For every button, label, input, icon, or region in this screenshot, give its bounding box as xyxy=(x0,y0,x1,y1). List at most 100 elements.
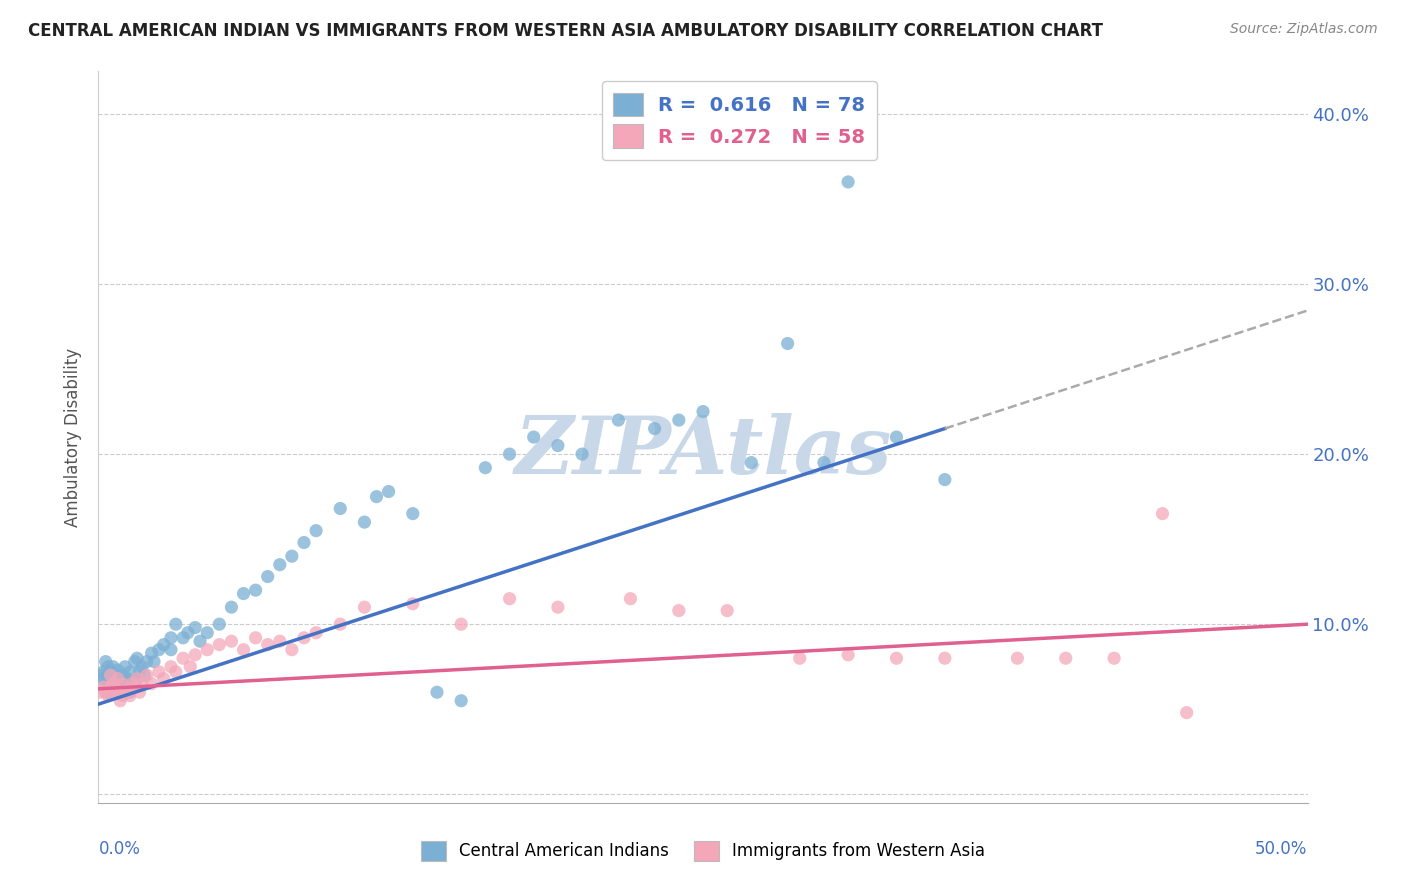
Point xyxy=(221,600,243,615)
Point xyxy=(94,685,117,699)
Point xyxy=(366,490,388,504)
Text: 0.0%: 0.0% xyxy=(98,840,141,858)
Point xyxy=(127,672,149,686)
Point xyxy=(91,672,114,686)
Point xyxy=(135,655,157,669)
Point xyxy=(426,685,449,699)
Point xyxy=(450,694,472,708)
Point xyxy=(101,659,124,673)
Legend: Central American Indians, Immigrants from Western Asia: Central American Indians, Immigrants fro… xyxy=(413,834,993,868)
Point xyxy=(114,677,136,691)
Point xyxy=(104,680,127,694)
Point xyxy=(94,677,117,691)
Point xyxy=(498,591,520,606)
Point xyxy=(269,558,291,572)
Point xyxy=(114,659,136,673)
Point xyxy=(195,625,218,640)
Point xyxy=(94,655,117,669)
Point xyxy=(143,655,166,669)
Point xyxy=(837,648,859,662)
Point xyxy=(114,685,136,699)
Point xyxy=(141,677,163,691)
Point xyxy=(131,659,153,673)
Point xyxy=(108,694,131,708)
Point xyxy=(148,642,170,657)
Point xyxy=(121,677,143,691)
Point xyxy=(208,617,231,632)
Point xyxy=(117,672,139,686)
Point xyxy=(127,672,149,686)
Point xyxy=(886,430,908,444)
Point xyxy=(124,677,146,691)
Point xyxy=(124,655,146,669)
Point xyxy=(256,638,278,652)
Text: ZIPAtlas: ZIPAtlas xyxy=(515,413,891,491)
Point xyxy=(353,515,375,529)
Point xyxy=(1152,507,1174,521)
Point xyxy=(329,617,352,632)
Point xyxy=(141,646,163,660)
Point xyxy=(353,600,375,615)
Point xyxy=(160,659,183,673)
Point xyxy=(118,685,141,699)
Point xyxy=(474,460,496,475)
Point xyxy=(523,430,546,444)
Point xyxy=(107,672,129,686)
Point xyxy=(232,586,254,600)
Point xyxy=(117,681,139,696)
Point xyxy=(148,665,170,679)
Point xyxy=(1054,651,1077,665)
Point xyxy=(329,501,352,516)
Point xyxy=(292,535,315,549)
Point xyxy=(269,634,291,648)
Point xyxy=(813,456,835,470)
Y-axis label: Ambulatory Disability: Ambulatory Disability xyxy=(65,348,83,526)
Point xyxy=(177,625,200,640)
Text: CENTRAL AMERICAN INDIAN VS IMMIGRANTS FROM WESTERN ASIA AMBULATORY DISABILITY CO: CENTRAL AMERICAN INDIAN VS IMMIGRANTS FR… xyxy=(28,22,1104,40)
Point xyxy=(245,583,267,598)
Point xyxy=(1102,651,1125,665)
Point xyxy=(498,447,520,461)
Point xyxy=(111,680,134,694)
Point xyxy=(607,413,630,427)
Point xyxy=(221,634,243,648)
Point xyxy=(776,336,799,351)
Point xyxy=(118,689,141,703)
Point xyxy=(97,689,120,703)
Point xyxy=(1007,651,1029,665)
Point xyxy=(104,668,127,682)
Point xyxy=(111,668,134,682)
Point xyxy=(160,642,183,657)
Point xyxy=(668,604,690,618)
Point xyxy=(108,672,131,686)
Point xyxy=(107,685,129,699)
Point xyxy=(402,507,425,521)
Point xyxy=(1175,706,1198,720)
Point xyxy=(165,665,187,679)
Point xyxy=(402,597,425,611)
Point xyxy=(100,665,122,679)
Point xyxy=(121,677,143,691)
Point xyxy=(107,663,129,677)
Point xyxy=(118,665,141,679)
Point xyxy=(108,685,131,699)
Point xyxy=(128,665,150,679)
Point xyxy=(97,668,120,682)
Point xyxy=(292,631,315,645)
Point xyxy=(104,681,127,696)
Point xyxy=(100,680,122,694)
Point xyxy=(101,677,124,691)
Point xyxy=(208,638,231,652)
Text: Source: ZipAtlas.com: Source: ZipAtlas.com xyxy=(1230,22,1378,37)
Point xyxy=(97,685,120,699)
Point xyxy=(256,569,278,583)
Point xyxy=(184,648,207,662)
Point xyxy=(91,665,114,679)
Point xyxy=(111,677,134,691)
Text: 50.0%: 50.0% xyxy=(1256,840,1308,858)
Point xyxy=(101,672,124,686)
Point xyxy=(117,680,139,694)
Point xyxy=(184,621,207,635)
Point xyxy=(127,651,149,665)
Point xyxy=(245,631,267,645)
